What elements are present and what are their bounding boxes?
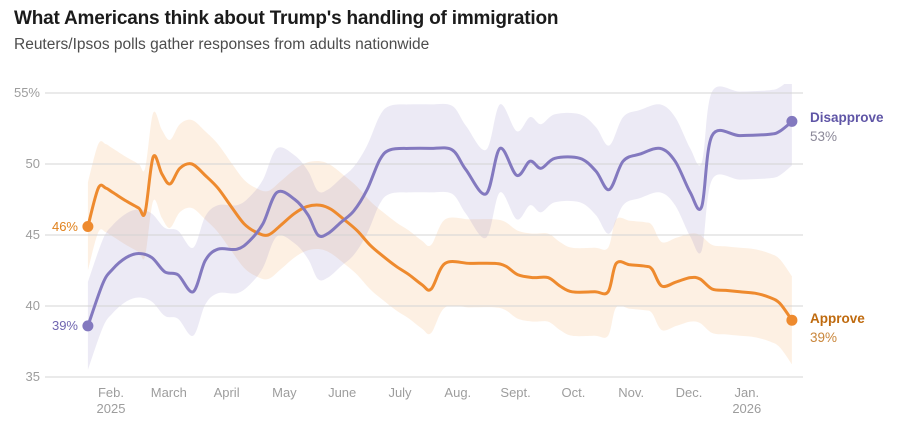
chart-subtitle: Reuters/Ipsos polls gather responses fro… (14, 36, 430, 53)
approve-line (86, 154, 794, 322)
disapprove-start-dot (82, 320, 94, 332)
disapprove-line (86, 119, 794, 328)
disapprove-end-dot (786, 115, 798, 127)
approve-confidence-band (87, 111, 792, 365)
chart-title: What Americans think about Trump's handl… (14, 8, 559, 29)
disapprove-confidence-band (87, 84, 792, 370)
approve-end-dot (786, 314, 798, 326)
approve-start-dot (82, 221, 94, 232)
